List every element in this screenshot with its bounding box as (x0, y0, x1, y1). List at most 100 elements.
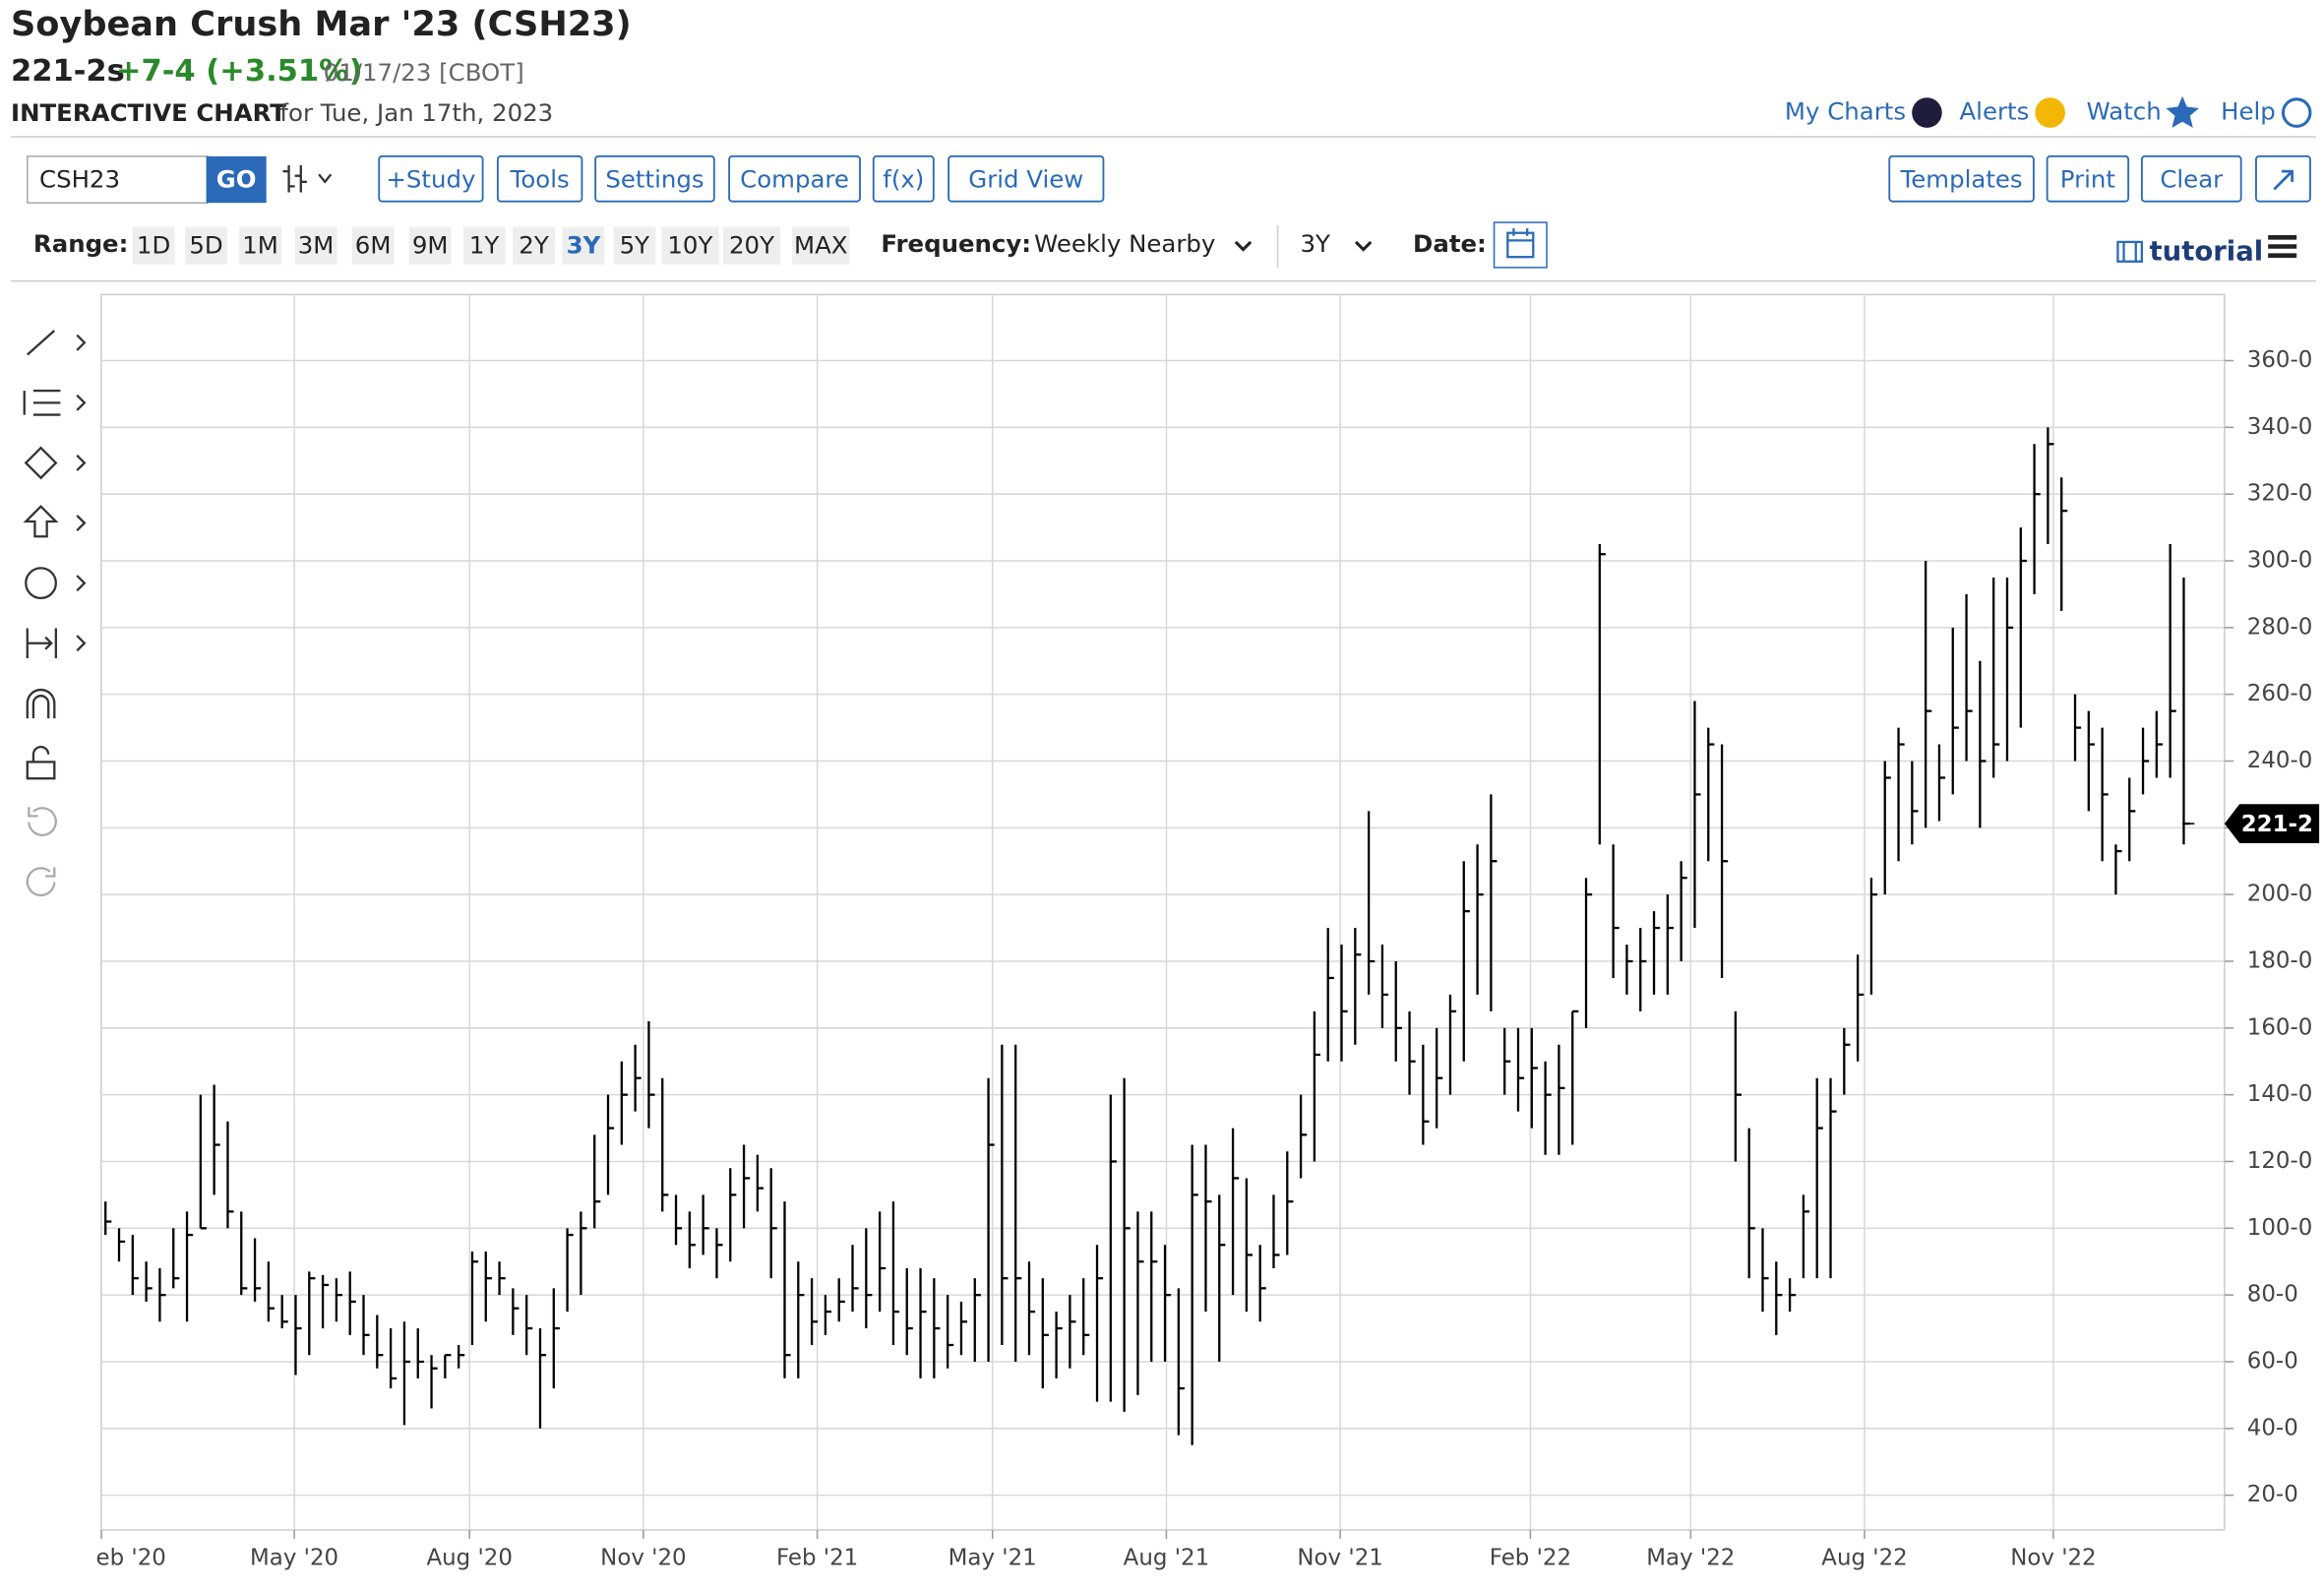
range-option[interactable]: 20Y (729, 230, 774, 259)
toolbar-button-label: Compare (740, 164, 849, 193)
range-option-bg (722, 226, 781, 265)
toolbar-button-label: Tools (510, 164, 570, 193)
toolbar-button[interactable] (594, 154, 715, 203)
range-option[interactable]: 1Y (469, 230, 500, 259)
toolbar-button-label: +Study (386, 164, 475, 193)
bar-type-icon[interactable] (282, 165, 333, 193)
drawing-tools[interactable] (23, 330, 87, 897)
toolbar-button[interactable] (378, 154, 484, 203)
price: 221-2s (11, 54, 125, 89)
range-option[interactable]: 5D (189, 230, 222, 259)
tutorial-link[interactable]: tutorial (2150, 236, 2264, 268)
range-option-bg (462, 226, 506, 265)
range-option-bg (661, 226, 719, 265)
symbol-input[interactable] (27, 155, 209, 204)
nav-link[interactable]: Help (2221, 97, 2276, 126)
toolbar-button[interactable] (872, 154, 935, 203)
toolbar-button[interactable] (496, 154, 583, 203)
x-tick-label: Aug '22 (1821, 1545, 1907, 1570)
nav-icon (2281, 97, 2312, 128)
menu-icon[interactable] (2268, 235, 2297, 258)
range-option[interactable]: 1D (137, 230, 170, 259)
range-option[interactable]: 10Y (667, 230, 712, 259)
x-tick-label: Aug '20 (426, 1545, 512, 1570)
y-tick-label: 100-0 (2247, 1215, 2313, 1241)
range-option-bg (408, 226, 452, 265)
nav-icon (2166, 95, 2199, 128)
toolbar-button-label: Templates (1899, 164, 2022, 193)
toolbar-button[interactable] (1888, 154, 2035, 203)
range-option[interactable]: 3Y (567, 230, 601, 259)
range-option[interactable]: 3M (298, 230, 335, 259)
title: Soybean Crush Mar '23 (CSH23) (11, 4, 632, 44)
nav-icon (1912, 97, 1942, 128)
dropdown-arrow (1354, 240, 1373, 252)
toolbar-button[interactable] (2140, 154, 2242, 203)
toolbar-button-label: f(x) (883, 164, 924, 193)
toolbar-button-label: Print (2060, 164, 2115, 193)
tutorial-icon (2116, 240, 2144, 263)
range-option[interactable]: MAX (794, 230, 848, 259)
y-tick-label: 320-0 (2247, 481, 2313, 507)
range-option-bg (351, 226, 395, 265)
range-option[interactable]: 5Y (620, 230, 650, 259)
range-option-bg (513, 226, 555, 265)
last-price-box (2224, 804, 2320, 843)
toolbar-button[interactable] (948, 154, 1105, 203)
plot-frame (99, 293, 2226, 1531)
range-option[interactable]: 9M (412, 230, 449, 259)
nav-link[interactable]: My Charts (1785, 97, 1906, 126)
y-tick-label: 300-0 (2247, 548, 2313, 574)
y-tick-label: 360-0 (2247, 347, 2313, 373)
nav-link[interactable]: Alerts (1959, 97, 2029, 126)
y-tick-label: 40-0 (2247, 1415, 2298, 1440)
x-tick-label: Aug '21 (1124, 1545, 1209, 1570)
chart-date: for Tue, Jan 17th, 2023 (279, 98, 553, 127)
y-tick-label: 120-0 (2247, 1148, 2313, 1174)
y-tick-label: 140-0 (2247, 1081, 2313, 1107)
x-tick-label: Feb '21 (776, 1545, 858, 1570)
go-label: GO (216, 164, 257, 193)
range-option-bg (239, 226, 281, 265)
toolbar-button[interactable] (728, 154, 861, 203)
date-picker[interactable] (1493, 221, 1548, 269)
frequency[interactable]: Weekly Nearby (1034, 229, 1215, 258)
last-price-label: 221-2 (2241, 812, 2313, 837)
x-tick-label: May '20 (250, 1545, 338, 1570)
toolbar-button[interactable] (2046, 154, 2130, 203)
x-tick-label: Nov '20 (600, 1545, 686, 1570)
y-tick-label: 60-0 (2247, 1348, 2298, 1374)
x-tick-label: Feb '22 (1490, 1545, 1571, 1570)
nav-link[interactable]: Watch (2087, 97, 2162, 126)
y-tick-label: 80-0 (2247, 1282, 2298, 1308)
nav-icon (2035, 97, 2065, 128)
range-option-bg (294, 226, 337, 265)
y-tick-label: 260-0 (2247, 681, 2313, 706)
x-tick-label: Nov '21 (1297, 1545, 1382, 1570)
y-tick-label: 280-0 (2247, 614, 2313, 640)
x-tick-label: May '22 (1646, 1545, 1735, 1570)
date-label: Date: (1413, 229, 1487, 258)
calendar-icon (1506, 228, 1535, 259)
range-option-bg (792, 226, 850, 265)
y-tick-label: 200-0 (2247, 882, 2313, 907)
y-tick-label: 180-0 (2247, 948, 2313, 973)
range-option[interactable]: 2Y (519, 230, 549, 259)
y-tick-label: 340-0 (2247, 414, 2313, 440)
range-option[interactable]: 1M (242, 230, 278, 259)
change: +7-4 (+3.51%) (116, 54, 363, 89)
y-tick-label: 20-0 (2247, 1482, 2298, 1507)
dropdown-arrow (1234, 240, 1253, 252)
period[interactable]: 3Y (1301, 229, 1331, 258)
range-option-bg (132, 226, 175, 265)
range-label: Range: (33, 229, 128, 258)
toolbar-button-label: Settings (605, 164, 703, 193)
range-option-bg (185, 226, 227, 265)
y-tick-label: 160-0 (2247, 1014, 2313, 1040)
range-option-bg (562, 226, 605, 265)
go-button[interactable] (206, 155, 267, 204)
range-option[interactable]: 6M (355, 230, 392, 259)
x-tick-label: eb '20 (96, 1545, 166, 1570)
symbol: CSH23 (39, 164, 120, 193)
